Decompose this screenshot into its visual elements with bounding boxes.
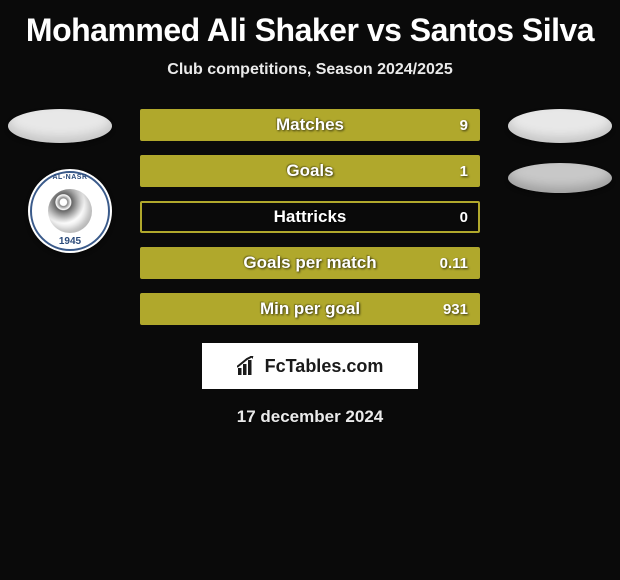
player-left-placeholder (8, 109, 112, 143)
stat-bar-value: 1 (460, 163, 468, 180)
player-right-placeholder (508, 109, 612, 143)
club-logo-year: 1945 (59, 236, 81, 247)
club-logo-left: AL-NASR 1945 (28, 169, 112, 253)
stat-bar-row: Matches 9 (140, 109, 480, 141)
brand-box: FcTables.com (202, 343, 418, 389)
brand-chart-icon (237, 356, 259, 376)
brand-text: FcTables.com (265, 356, 384, 377)
stat-bar-value: 0.11 (440, 255, 468, 272)
stat-bar-value: 0 (460, 209, 468, 226)
stat-bar-row: Hattricks 0 (140, 201, 480, 233)
stat-bar-value: 9 (460, 117, 468, 134)
player-right-club-placeholder (508, 163, 612, 193)
stat-bar-value: 931 (443, 301, 468, 318)
comparison-content: AL-NASR 1945 Matches 9 Goals 1 Hattricks 0 Goa… (0, 109, 620, 427)
stat-bar-row: Goals per match 0.11 (140, 247, 480, 279)
stat-bar-row: Goals 1 (140, 155, 480, 187)
date-text: 17 december 2024 (0, 407, 620, 427)
subtitle: Club competitions, Season 2024/2025 (0, 61, 620, 79)
stat-bar-row: Min per goal 931 (140, 293, 480, 325)
stat-bars: Matches 9 Goals 1 Hattricks 0 Goals per match 0… (140, 109, 480, 325)
stat-bar-label: Goals per match (243, 253, 376, 273)
club-logo-ball-icon (48, 189, 92, 233)
stat-bar-label: Matches (276, 115, 344, 135)
club-logo-top-text: AL-NASR (53, 174, 88, 181)
page-title: Mohammed Ali Shaker vs Santos Silva (0, 0, 620, 49)
stat-bar-label: Min per goal (260, 299, 360, 319)
stat-bar-label: Goals (286, 161, 333, 181)
stat-bar-label: Hattricks (274, 207, 347, 227)
